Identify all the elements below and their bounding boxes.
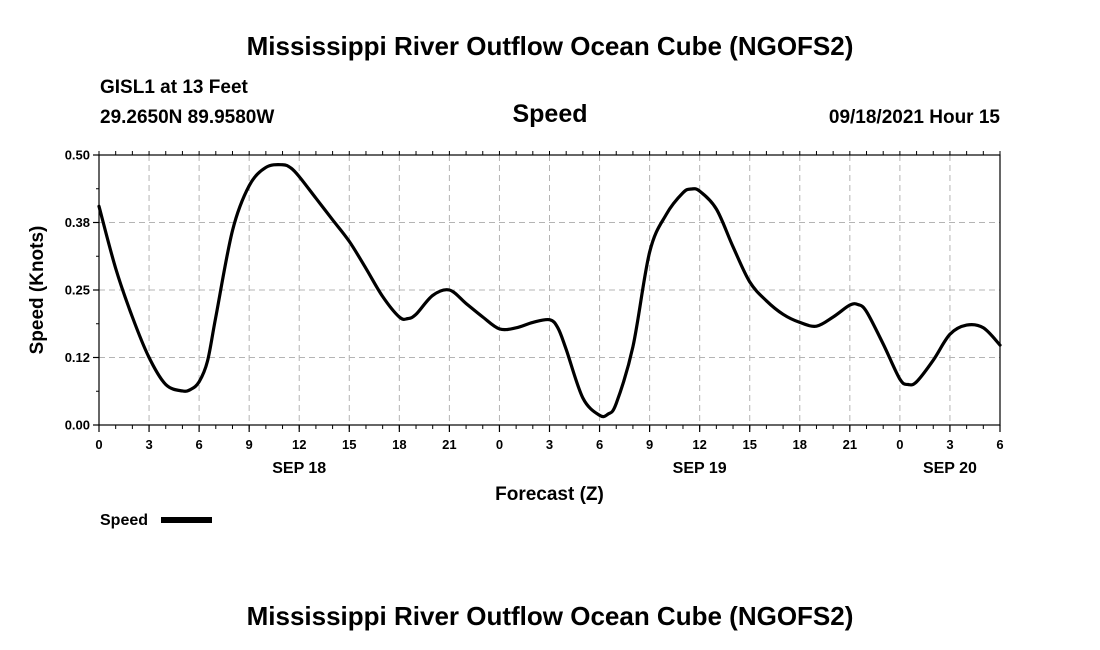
x-tick-label: 6: [195, 437, 202, 452]
footer-title: Mississippi River Outflow Ocean Cube (NG…: [246, 601, 854, 631]
x-tick-label: 15: [742, 437, 756, 452]
x-tick-label: 0: [95, 437, 102, 452]
grid-lines: [98, 154, 1001, 426]
speed-series-line: [97, 163, 1002, 419]
date-label: SEP 18: [272, 460, 326, 477]
y-tick-label: 0.00: [65, 418, 90, 433]
legend-swatch: [161, 517, 212, 523]
date-label: SEP 19: [673, 460, 727, 477]
x-tick-label: 9: [246, 437, 253, 452]
date-label: SEP 20: [923, 460, 977, 477]
legend-label: Speed: [100, 512, 148, 529]
x-tick-label: 15: [342, 437, 356, 452]
y-tick-label: 0.50: [65, 148, 90, 163]
y-tick-label: 0.25: [65, 283, 90, 298]
x-tick-label: 21: [442, 437, 456, 452]
chart-title: Mississippi River Outflow Ocean Cube (NG…: [246, 31, 854, 61]
x-tick-label: 3: [946, 437, 953, 452]
forecast-datetime: 09/18/2021 Hour 15: [828, 107, 1000, 128]
station-coordinates: 29.2650N 89.9580W: [100, 107, 275, 128]
x-tick-label: 18: [392, 437, 406, 452]
x-tick-label: 0: [496, 437, 503, 452]
x-tick-label: 3: [145, 437, 152, 452]
y-axis-title: Speed (Knots): [27, 226, 48, 355]
x-axis-title: Forecast (Z): [495, 484, 604, 505]
y-tick-label: 0.38: [65, 215, 90, 230]
x-axis: 0 3 6 9 12 15 18 21 0 3 6 9 12 15 18 21 0 3 6: [95, 425, 1004, 452]
x-tick-label: 12: [292, 437, 306, 452]
parameter-label: Speed: [512, 100, 588, 128]
x-tick-label: 0: [896, 437, 903, 452]
x-tick-label: 9: [646, 437, 653, 452]
date-labels: SEP 18 SEP 19 SEP 20: [272, 460, 977, 477]
x-tick-label: 6: [996, 437, 1003, 452]
y-tick-label: 0.12: [65, 350, 90, 365]
x-tick-label: 6: [596, 437, 603, 452]
x-tick-label: 12: [692, 437, 706, 452]
x-tick-label: 21: [843, 437, 857, 452]
y-axis: 0.00 0.12 0.25 0.38 0.50: [65, 148, 99, 433]
x-tick-label: 18: [793, 437, 807, 452]
legend: Speed: [100, 512, 212, 529]
station-label: GISL1 at 13 Feet: [100, 77, 248, 98]
x-tick-label: 3: [546, 437, 553, 452]
